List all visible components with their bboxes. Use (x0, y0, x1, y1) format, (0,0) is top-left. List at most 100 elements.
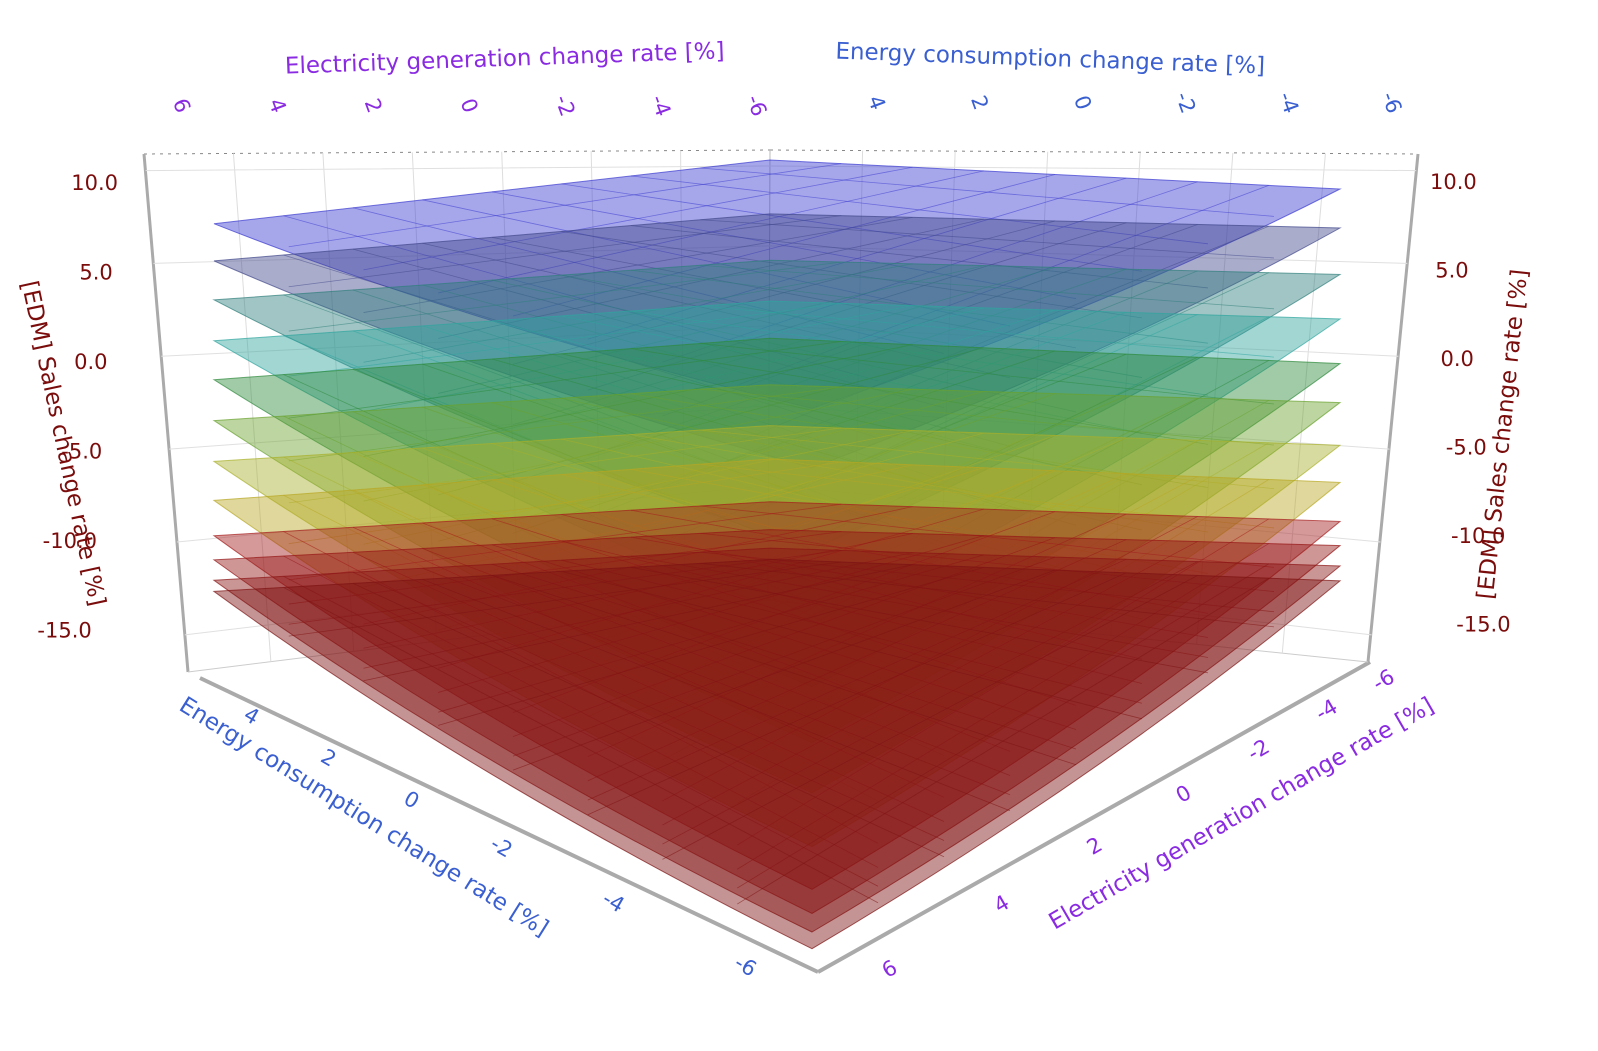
electricity-tick-top: 6 (168, 95, 195, 116)
surface-mesh-line (587, 311, 1127, 518)
surface-mesh-line (512, 350, 1056, 534)
surface-mesh-line (700, 343, 1275, 405)
surface-mesh-line (737, 479, 1269, 804)
surface-mesh-line (700, 551, 1275, 613)
electricity-tick-top: 2 (360, 95, 387, 116)
electricity-tick-bottom: -4 (1311, 694, 1341, 725)
electricity-tick-bottom: -2 (1243, 734, 1273, 765)
surface-mesh-line (630, 468, 1209, 574)
surface-mesh-line (700, 388, 1275, 446)
box-right-vertical-edge (1366, 153, 1420, 663)
z-gridline (153, 245, 1408, 264)
surface-mesh-line (630, 555, 1209, 658)
energy-tick-top: 2 (966, 92, 993, 113)
back-right-wall-gridline (938, 151, 956, 618)
surface-mesh-line (561, 570, 1143, 720)
z-gridline (176, 484, 1381, 543)
surface-mesh-line (630, 348, 1209, 445)
surface-mesh-line (587, 437, 1127, 669)
z-gridline (184, 564, 1372, 636)
electricity-tick-bottom: 0 (1172, 780, 1196, 807)
surface-mesh-line (737, 399, 1269, 703)
energy-tick-bottom: -4 (598, 886, 628, 917)
energy-tick-bottom: -6 (730, 950, 760, 981)
surface-mesh-line (587, 558, 1127, 801)
energy-tick-top: -6 (1377, 89, 1407, 117)
z-tick-left: 0.0 (74, 350, 107, 374)
surface-mesh-line (587, 222, 1127, 391)
surface-mesh-line (662, 439, 1198, 711)
surface-mesh-line (662, 270, 1198, 488)
box-back-left-floor-edge (187, 599, 769, 673)
surface-mesh-line (512, 537, 1056, 738)
axis-box (142, 149, 1420, 974)
surface-mesh-line (700, 505, 1275, 568)
surface-mesh-line (512, 309, 1056, 483)
z-gridline (145, 165, 1417, 172)
surface-mesh-line (561, 274, 1143, 378)
back-left-wall-gridline (590, 151, 603, 621)
surface-mesh-line (512, 266, 1056, 426)
surface-layer-11 (212, 547, 1342, 933)
surface-mesh-line (561, 474, 1143, 620)
surface-mesh-line (700, 264, 1275, 310)
z-tick-right: 0.0 (1441, 347, 1474, 371)
z-tick-left: -10.0 (43, 529, 97, 553)
electricity-tick-bottom: 4 (990, 890, 1014, 917)
energy-tick-bottom: -2 (486, 831, 516, 862)
z-tick-right: -10.0 (1451, 524, 1505, 548)
surface-mesh-line (662, 224, 1198, 417)
electricity-tick-bottom: 2 (1083, 832, 1107, 859)
electricity-tick-top: 0 (456, 95, 483, 116)
surface-mesh-line (561, 315, 1143, 434)
surface-mesh-line (737, 316, 1269, 589)
box-top-right-edge (769, 149, 1419, 155)
surface-mesh-line (737, 563, 1269, 889)
surface-mesh-line (700, 562, 1275, 628)
surface-mesh-line (512, 220, 1056, 365)
surface-mesh-line (737, 225, 1269, 443)
surface-mesh-line (662, 575, 1198, 860)
surface-mesh-line (587, 572, 1127, 816)
surface-layer-5 (212, 337, 1342, 688)
surface-mesh-line (630, 225, 1209, 289)
surface-mesh-line (512, 569, 1056, 771)
box-front-right-floor-edge (817, 660, 1371, 974)
z-tick-right: 10.0 (1430, 170, 1477, 194)
energy-tick-bottom: 0 (400, 786, 424, 813)
surface-mesh-line (561, 514, 1143, 660)
box-top-left-edge (143, 149, 771, 155)
surface-mesh-line (700, 429, 1275, 490)
energy-tick-top: 4 (863, 92, 890, 113)
surface-layer-9 (212, 501, 1342, 890)
surface-mesh-line (737, 185, 1269, 386)
surface-mesh-line (737, 543, 1269, 870)
z-tick-right: -15.0 (1456, 613, 1510, 637)
energy-tick-top: -2 (1171, 89, 1201, 117)
electricity-tick-top: -6 (742, 92, 772, 120)
surface-mesh-line (700, 219, 1275, 259)
surface-mesh-line (561, 353, 1143, 486)
z-tick-left: 5.0 (79, 261, 112, 285)
surface-mesh-line (662, 397, 1198, 663)
z-tick-right: 5.0 (1435, 259, 1468, 283)
surface-mesh-line (512, 470, 1056, 674)
surface-mesh-line (587, 177, 1127, 340)
back-right-wall-gridline (853, 150, 864, 609)
surface-mesh-line (587, 513, 1127, 758)
box-front-left-floor-edge (199, 676, 819, 974)
surface-layer-10 (212, 529, 1342, 914)
energy-tick-top: -4 (1274, 89, 1304, 117)
energy-tick-top: 0 (1069, 92, 1096, 113)
surface-mesh-line (700, 305, 1275, 358)
surface-mesh-line (561, 540, 1143, 684)
energy-tick-bottom: 2 (317, 744, 341, 771)
surface-layer-2 (213, 213, 1342, 469)
surface-mesh-line (630, 509, 1209, 614)
energy-axis-title-top: Energy consumption change rate [%] (835, 39, 1266, 80)
back-left-wall-gridline (322, 152, 355, 652)
surface-mesh-line (630, 434, 1209, 533)
surface-mesh-line (737, 577, 1269, 905)
surface-mesh-line (587, 539, 1127, 782)
